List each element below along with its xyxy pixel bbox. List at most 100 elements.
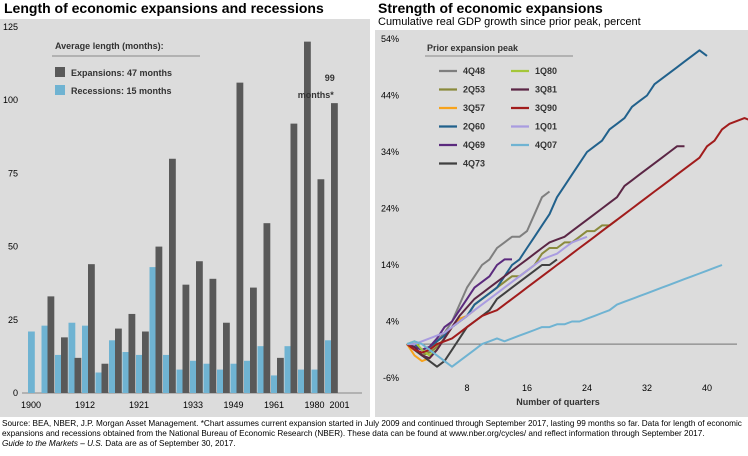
- recession-bar: [28, 331, 35, 393]
- recession-bar: [257, 346, 265, 393]
- recession-bar: [176, 369, 184, 393]
- line-legend-label: 4Q48: [463, 66, 485, 76]
- recession-bar: [163, 354, 170, 393]
- bar-legend-swatch: [55, 85, 65, 95]
- x-tick-label: 16: [522, 383, 532, 393]
- expansion-bar: [128, 313, 136, 393]
- line-chart-panel: -6% 4% 14% 24% 34% 44% 54% 8 16 24 32 40 Number of q…: [375, 30, 748, 417]
- x-axis-label: Number of quarters: [516, 397, 600, 407]
- x-tick-label: 1933: [183, 400, 203, 410]
- series-line-4Q48: [406, 190, 551, 357]
- x-tick-label: 1949: [223, 400, 243, 410]
- x-tick-label: 1900: [21, 400, 41, 410]
- y-tick-label: 4%: [386, 317, 399, 327]
- x-tick-label: 1921: [129, 400, 149, 410]
- series-line-2Q60: [407, 49, 708, 351]
- recession-bar: [82, 325, 89, 393]
- bar-chart: 0 25 50 75 100 125 1900 1912 1921 1933 1949 1961 198…: [3, 22, 362, 410]
- expansion-bar: [88, 264, 95, 393]
- expansion-bar: [209, 278, 217, 393]
- x-tick-label: 8: [464, 383, 469, 393]
- annotation-line-2: months*: [298, 90, 334, 100]
- annotation-line-1: 99: [325, 73, 335, 83]
- expansion-bar: [196, 261, 203, 393]
- line-legend-label: 2Q60: [463, 122, 485, 132]
- x-tick-label: 40: [702, 383, 712, 393]
- line-legend-label: 3Q57: [463, 103, 485, 113]
- line-legend-title: Prior expansion peak: [427, 43, 519, 53]
- expansion-bar: [290, 123, 298, 394]
- recession-bar: [325, 340, 332, 393]
- recession-bar: [55, 354, 62, 393]
- left-chart-title: Length of economic expansions and recess…: [4, 0, 324, 16]
- x-tick-label: 32: [642, 383, 652, 393]
- expansion-bar: [331, 103, 338, 394]
- expansion-bar: [74, 357, 82, 393]
- recession-bar: [136, 354, 143, 393]
- y-tick-label: 0: [13, 388, 18, 398]
- y-tick-label: -6%: [383, 373, 399, 383]
- line-legend-label: 3Q81: [535, 85, 557, 95]
- expansion-bar: [263, 223, 271, 393]
- line-legend-label: 1Q80: [535, 66, 557, 76]
- expansion-bar: [236, 82, 244, 393]
- recession-bar: [203, 363, 211, 393]
- recession-bar: [190, 360, 197, 393]
- expansion-bar: [182, 284, 190, 393]
- expansion-bar: [47, 296, 55, 393]
- y-tick-label: 34%: [381, 147, 399, 157]
- recession-bar: [109, 340, 116, 393]
- recession-bar: [298, 369, 305, 393]
- expansion-bar: [155, 246, 163, 393]
- recession-bar: [244, 360, 251, 393]
- x-tick-label: 1961: [264, 400, 284, 410]
- expansion-bar: [223, 322, 230, 393]
- recession-bar: [230, 363, 238, 393]
- line-legend-label: 4Q07: [535, 140, 557, 150]
- footnote-publication: Guide to the Markets – U.S.: [2, 439, 104, 448]
- recession-bar: [311, 369, 319, 393]
- y-tick-label: 24%: [381, 204, 399, 214]
- x-tick-label: 2001: [329, 400, 349, 410]
- expansion-bar: [277, 357, 284, 393]
- series-line-4Q69: [406, 258, 512, 351]
- recession-bar: [271, 375, 278, 393]
- line-chart: -6% 4% 14% 24% 34% 44% 54% 8 16 24 32 40 Number of q…: [381, 34, 748, 407]
- x-tick-label: 24: [582, 383, 592, 393]
- line-legend-label: 1Q01: [535, 122, 557, 132]
- recession-bar: [122, 352, 130, 393]
- bar-legend-label: Recessions: 15 months: [71, 86, 172, 96]
- right-chart-subtitle: Cumulative real GDP growth since prior p…: [378, 16, 641, 28]
- expansion-bar: [250, 287, 257, 393]
- bar-legend-title: Average length (months):: [55, 41, 164, 51]
- expansion-bar: [142, 331, 149, 393]
- series-line-1Q01: [407, 235, 588, 346]
- expansion-bar: [317, 179, 325, 393]
- y-tick-label: 25: [8, 315, 18, 325]
- recession-bar: [68, 322, 76, 393]
- source-footnote: Source: BEA, NBER, J.P. Morgan Asset Man…: [2, 419, 746, 449]
- footnote-text: Source: BEA, NBER, J.P. Morgan Asset Man…: [2, 419, 742, 438]
- y-tick-label: 50: [8, 242, 18, 252]
- x-tick-label: 1912: [75, 400, 95, 410]
- y-tick-label: 54%: [381, 34, 399, 44]
- series-line-4Q07: [406, 264, 723, 368]
- right-chart-title: Strength of economic expansions: [378, 0, 603, 16]
- y-tick-label: 14%: [381, 260, 399, 270]
- recession-bar: [41, 325, 49, 393]
- expansion-bar: [61, 337, 68, 393]
- y-tick-label: 125: [3, 22, 18, 32]
- recession-bar: [95, 372, 103, 393]
- footnote-date: Data are as of September 30, 2017.: [103, 439, 236, 448]
- line-legend-label: 2Q53: [463, 85, 485, 95]
- recession-bar: [284, 346, 292, 393]
- expansion-bar: [169, 158, 176, 393]
- line-legend-label: 3Q90: [535, 103, 557, 113]
- y-tick-label: 100: [3, 95, 18, 105]
- line-legend-label: 4Q73: [463, 159, 485, 169]
- expansion-bar: [101, 363, 109, 393]
- series-line-3Q90: [406, 117, 748, 354]
- line-legend-label: 4Q69: [463, 140, 485, 150]
- x-tick-label: 1980: [304, 400, 324, 410]
- y-tick-label: 44%: [381, 91, 399, 101]
